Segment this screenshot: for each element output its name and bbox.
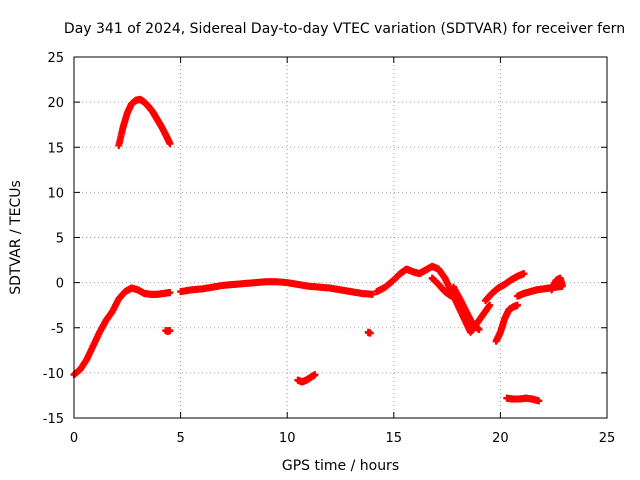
data-point [166, 289, 174, 297]
x-tick-label: 15 [386, 431, 403, 446]
points-layer [70, 95, 566, 405]
series-arc-low [294, 371, 319, 386]
y-tick-label: 10 [47, 186, 64, 201]
data-point [513, 301, 521, 309]
series-mid-day [177, 278, 376, 298]
y-tick-label: -10 [43, 367, 64, 382]
x-tick-label: 20 [492, 431, 509, 446]
y-tick-label: -15 [43, 412, 64, 427]
data-point [166, 326, 174, 334]
grid-layer [74, 57, 607, 418]
y-tick-label: -5 [51, 322, 64, 337]
series-late-branch-b [449, 283, 483, 334]
data-point [475, 326, 483, 334]
series-bottom-right [503, 394, 543, 405]
y-tick-label: 15 [47, 141, 64, 156]
series-isolated-1 [162, 326, 174, 335]
data-point [311, 371, 319, 379]
series-evening [481, 270, 528, 305]
data-point [368, 290, 376, 298]
x-tick-label: 10 [279, 431, 296, 446]
tick-layer: 0 5 10 15 20 25 -15 -10 -5 0 5 10 15 20 25 [43, 51, 616, 446]
x-tick-label: 0 [70, 431, 78, 446]
chart-title: Day 341 of 2024, Sidereal Day-to-day VTE… [64, 21, 625, 37]
x-tick-label: 25 [599, 431, 616, 446]
y-tick-label: 5 [56, 232, 64, 247]
series-evening-low [492, 301, 521, 345]
series-main-track [70, 284, 174, 379]
data-point [520, 270, 528, 278]
series-end-cluster [548, 274, 566, 294]
x-axis-label: GPS time / hours [282, 458, 399, 474]
data-point [166, 140, 174, 148]
y-tick-label: 20 [47, 96, 64, 111]
y-tick-label: 25 [47, 51, 64, 66]
data-point [486, 301, 494, 309]
series-isolated-2 [364, 328, 374, 337]
data-point [447, 292, 455, 300]
series-late-branch-a [428, 274, 455, 300]
data-point [535, 397, 543, 405]
series-arc-high [115, 95, 174, 149]
plot-frame [73, 56, 608, 419]
series-evening-tail [513, 282, 566, 300]
y-axis-label: SDTVAR / TECUs [8, 180, 24, 295]
data-point [558, 281, 566, 289]
data-point [366, 329, 374, 337]
y-tick-label: 0 [56, 277, 64, 292]
series-afternoon [373, 262, 494, 336]
x-tick-label: 5 [176, 431, 184, 446]
